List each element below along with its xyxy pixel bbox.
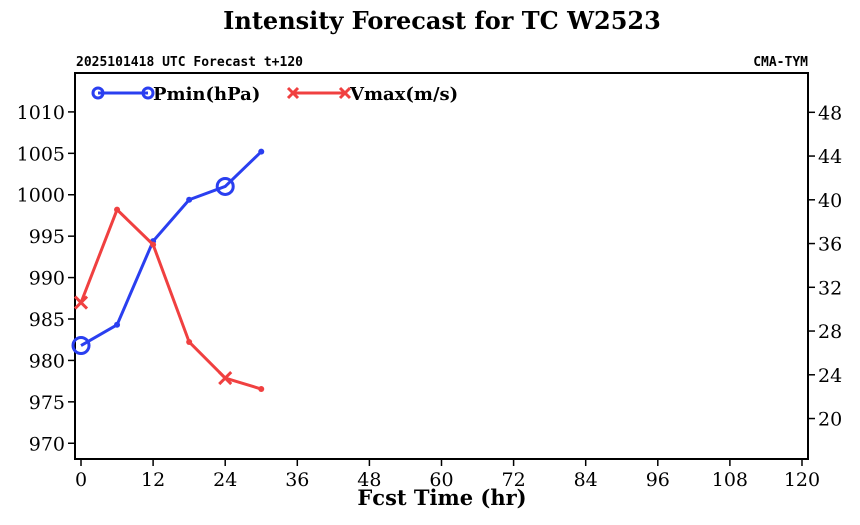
x-tick-label: 36	[285, 469, 309, 491]
y-left-tick-label: 970	[29, 433, 65, 455]
chart-subtitle-left: 2025101418 UTC Forecast t+120	[76, 55, 303, 70]
plot-frame	[74, 72, 809, 460]
x-tick-label: 108	[712, 469, 748, 491]
x-axis-label: Fcst Time (hr)	[357, 485, 526, 510]
y-right-tick-label: 32	[818, 277, 842, 299]
data-point-circle	[71, 336, 91, 356]
y-right-tick-label: 20	[818, 409, 842, 431]
x-tick-label: 24	[213, 469, 237, 491]
y-left-tick-label: 995	[29, 226, 65, 248]
data-point	[258, 386, 265, 393]
y-right-tick-label: 28	[818, 321, 842, 343]
data-point	[186, 338, 193, 345]
x-tick-label: 120	[784, 469, 820, 491]
y-left-tick-label: 1005	[17, 143, 65, 165]
y-right-tick-label: 48	[818, 102, 842, 124]
y-right-tick-label: 44	[818, 146, 842, 168]
legend-x-marker	[338, 86, 352, 100]
data-point	[114, 321, 121, 328]
y-left-tick-label: 1010	[17, 102, 65, 124]
y-left-tick-label: 980	[29, 350, 65, 372]
y-left-tick-label: 990	[29, 268, 65, 290]
legend-x-marker	[286, 86, 300, 100]
x-tick-label: 60	[429, 469, 453, 491]
x-tick-label: 0	[75, 469, 87, 491]
data-point-x	[218, 371, 233, 386]
series-line-Vmax(m/s)	[79, 206, 262, 391]
chart-subtitle-right: CMA-TYM	[753, 55, 808, 70]
y-right-tick-label: 24	[818, 365, 842, 387]
y-left-tick-label: 1000	[17, 185, 65, 207]
x-tick-label: 48	[357, 469, 381, 491]
chart-title: Intensity Forecast for TC W2523	[223, 6, 661, 35]
x-tick-label: 84	[574, 469, 598, 491]
data-point-circle	[215, 176, 235, 196]
data-point-x	[73, 295, 89, 310]
y-right-tick-label: 36	[818, 234, 842, 256]
data-point	[150, 241, 157, 248]
legend-label-pmin: Pmin(hPa)	[153, 84, 260, 105]
legend-circle-marker	[141, 86, 155, 100]
data-point	[114, 206, 121, 213]
x-tick-label: 72	[502, 469, 526, 491]
legend: Pmin(hPa) Vmax(m/s)	[91, 84, 458, 105]
y-left-tick-label: 975	[29, 392, 65, 414]
x-tick-label: 12	[141, 469, 165, 491]
x-tick-label: 96	[646, 469, 670, 491]
data-point	[258, 148, 265, 155]
legend-label-vmax: Vmax(m/s)	[349, 84, 458, 105]
y-right-tick-label: 40	[818, 190, 842, 212]
legend-circle-marker	[91, 86, 105, 100]
data-point	[186, 196, 193, 203]
y-left-tick-label: 985	[29, 309, 65, 331]
series-line-Pmin(hPa)	[80, 150, 263, 347]
